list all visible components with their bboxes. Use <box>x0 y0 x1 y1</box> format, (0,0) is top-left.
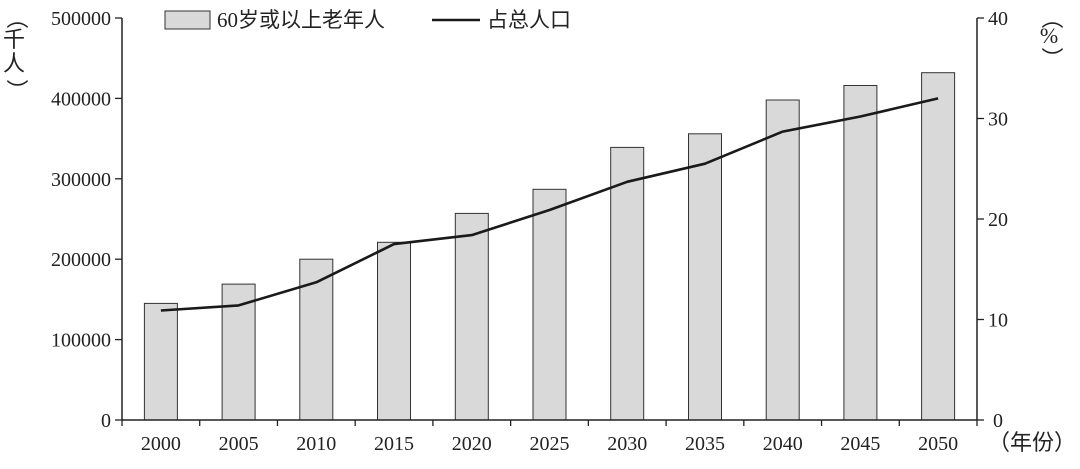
left-tick-label-200000: 200000 <box>51 249 111 271</box>
x-tick-label-2010: 2010 <box>296 433 336 455</box>
bar-2025 <box>533 189 566 420</box>
x-tick-label-2045: 2045 <box>840 433 880 455</box>
left-tick-label-0: 0 <box>101 410 111 432</box>
bar-2045 <box>844 86 877 421</box>
bar-2030 <box>611 147 644 420</box>
x-tick-label-2015: 2015 <box>374 433 414 455</box>
left-unit-char-3: ） <box>4 79 29 101</box>
x-tick-label-2005: 2005 <box>219 433 259 455</box>
legend-bar-swatch <box>165 11 210 29</box>
bar-2020 <box>455 213 488 420</box>
left-unit-char-2: 人 <box>3 51 25 76</box>
x-tick-label-2030: 2030 <box>607 433 647 455</box>
bar-2040 <box>766 100 799 420</box>
left-tick-label-300000: 300000 <box>51 169 111 191</box>
bar-2035 <box>689 134 722 420</box>
left-tick-label-400000: 400000 <box>51 88 111 110</box>
bar-2015 <box>378 242 411 420</box>
left-tick-label-500000: 500000 <box>51 8 111 30</box>
right-unit-char-1: % <box>1040 23 1058 48</box>
x-tick-label-2040: 2040 <box>763 433 803 455</box>
legend-line-label: 占总人口 <box>487 8 571 32</box>
legend-bar-label: 60岁或以上老年人 <box>217 8 385 32</box>
legend: 60岁或以上老年人 占总人口 <box>165 8 571 32</box>
left-unit-char-0: （ <box>4 7 29 29</box>
right-tick-label-30: 30 <box>988 109 1008 131</box>
right-tick-label-20: 20 <box>988 209 1008 231</box>
bar-2000 <box>144 303 177 420</box>
right-unit-char-2: ） <box>1039 47 1064 69</box>
x-tick-label-2020: 2020 <box>452 433 492 455</box>
x-axis-unit-label: （年份） <box>988 430 1076 455</box>
right-tick-label-40: 40 <box>988 8 1008 30</box>
x-tick-label-2025: 2025 <box>530 433 570 455</box>
x-tick-label-2035: 2035 <box>685 433 725 455</box>
right-tick-label-0: 0 <box>993 410 1003 432</box>
bars-layer <box>144 73 954 420</box>
x-tick-label-2000: 2000 <box>141 433 181 455</box>
left-unit-char-1: 千 <box>3 27 25 52</box>
left-tick-label-100000: 100000 <box>51 330 111 352</box>
bar-2050 <box>922 73 955 420</box>
x-tick-label-2050: 2050 <box>918 433 958 455</box>
right-tick-label-10: 10 <box>988 310 1008 332</box>
